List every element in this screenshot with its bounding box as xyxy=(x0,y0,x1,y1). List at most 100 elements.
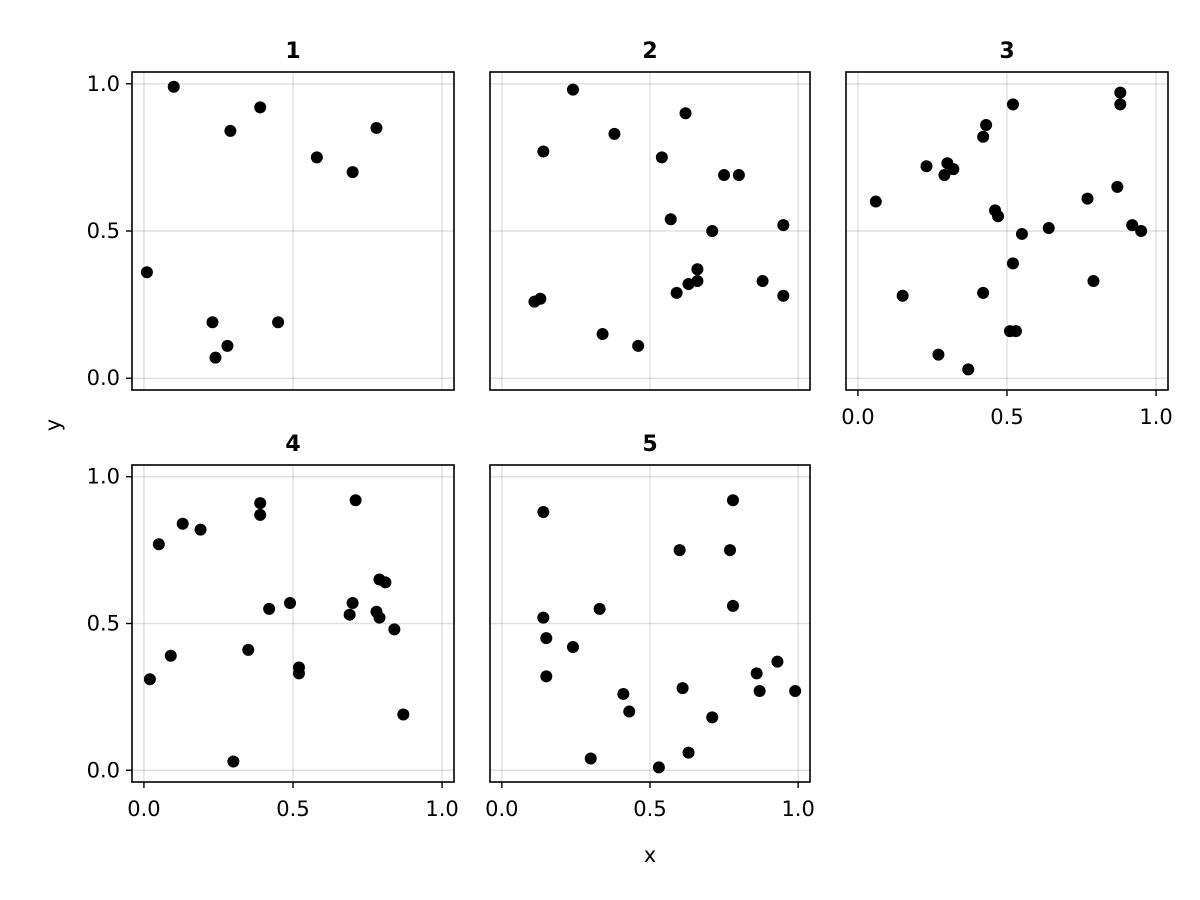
y-tick-label: 0.0 xyxy=(87,366,120,390)
scatter-point xyxy=(227,755,240,768)
y-axis-label: y xyxy=(41,419,65,431)
scatter-point xyxy=(869,195,882,208)
scatter-point xyxy=(1135,225,1148,237)
scatter-point xyxy=(1114,86,1127,99)
scatter-point xyxy=(980,119,993,131)
scatter-point xyxy=(209,351,222,364)
scatter-point xyxy=(206,316,219,329)
scatter-point xyxy=(670,286,683,299)
scatter-point xyxy=(566,83,579,96)
scatter-point xyxy=(537,145,550,158)
scatter-point xyxy=(540,632,553,645)
scatter-point xyxy=(1006,257,1019,270)
scatter-point xyxy=(224,124,237,137)
scatter-point xyxy=(254,101,267,114)
panel-title: 2 xyxy=(642,39,657,64)
scatter-point xyxy=(777,289,790,302)
scatter-point xyxy=(596,328,609,341)
scatter-point xyxy=(679,107,692,120)
scatter-point xyxy=(1111,180,1124,193)
y-tick-label: 0.5 xyxy=(87,219,120,243)
panel-frame xyxy=(489,71,811,391)
x-tick-label: 0.0 xyxy=(127,797,160,821)
scatter-point xyxy=(1087,275,1100,288)
scatter-point xyxy=(932,348,945,361)
scatter-point xyxy=(977,286,990,299)
x-tick-label: 0.5 xyxy=(990,405,1023,429)
panel-4: 4 0.0 0.5 1.0 0.0 0.5 1.0 xyxy=(87,432,459,821)
panel-title: 4 xyxy=(285,432,300,457)
scatter-point xyxy=(608,127,621,140)
scatter-point xyxy=(789,685,802,698)
scatter-point xyxy=(732,169,745,182)
scatter-point xyxy=(540,670,553,683)
scatter-point xyxy=(1114,98,1127,111)
scatter-point xyxy=(1042,222,1055,235)
scatter-point xyxy=(379,576,392,589)
scatter-point xyxy=(284,596,297,609)
scatter-point xyxy=(920,160,933,173)
scatter-point xyxy=(254,508,267,521)
scatter-point xyxy=(143,673,156,686)
scatter-point xyxy=(726,599,739,612)
scatter-point xyxy=(691,263,704,276)
scatter-point xyxy=(310,151,323,164)
scatter-point xyxy=(1006,98,1019,111)
scatter-point xyxy=(753,685,766,698)
scatter-point xyxy=(676,682,689,695)
scatter-point xyxy=(373,611,386,624)
scatter-point xyxy=(896,289,909,302)
scatter-point xyxy=(397,708,410,721)
scatter-point xyxy=(584,752,597,765)
panel-1: 1 0.0 0.5 1.0 xyxy=(87,39,455,391)
scatter-point xyxy=(140,266,153,279)
scatter-point xyxy=(566,640,579,653)
scatter-point xyxy=(947,163,960,176)
y-tick-label: 1.0 xyxy=(87,465,120,489)
scatter-point xyxy=(1081,192,1094,205)
scatter-point xyxy=(164,649,177,662)
scatter-point xyxy=(292,667,305,680)
scatter-point xyxy=(771,655,784,668)
scatter-point xyxy=(537,611,550,624)
scatter-point xyxy=(938,169,951,182)
panels-group: 1 0.0 0.5 1.0 2 3 0.0 0.5 1.0 4 0.0 0.5 1.0 0.0 0.5 1.0… xyxy=(87,39,1173,821)
scatter-point xyxy=(1126,219,1139,232)
scatter-point xyxy=(254,497,267,510)
scatter-point xyxy=(632,339,645,352)
scatter-point xyxy=(652,761,665,774)
scatter-point xyxy=(682,746,695,759)
x-tick-label: 0.0 xyxy=(485,797,518,821)
scatter-point xyxy=(528,295,541,308)
scatter-point xyxy=(1009,325,1022,338)
scatter-point xyxy=(346,166,359,179)
scatter-point xyxy=(370,121,383,134)
scatter-point xyxy=(349,494,362,507)
scatter-point xyxy=(777,219,790,232)
scatter-point xyxy=(617,687,630,700)
scatter-point xyxy=(706,225,719,237)
scatter-point xyxy=(152,538,165,551)
x-tick-label: 0.5 xyxy=(633,797,666,821)
panel-title: 5 xyxy=(642,432,657,457)
x-tick-label: 1.0 xyxy=(1139,405,1172,429)
scatter-point xyxy=(691,275,704,288)
scatter-point xyxy=(343,608,356,621)
scatter-point xyxy=(1015,227,1028,240)
y-tick-label: 0.0 xyxy=(87,758,120,782)
scatter-point xyxy=(593,602,606,615)
scatter-point xyxy=(718,169,731,182)
scatter-point xyxy=(242,643,255,656)
scatter-point xyxy=(706,711,719,724)
panel-5: 5 0.0 0.5 1.0 xyxy=(485,432,815,821)
y-tick-label: 1.0 xyxy=(87,72,120,96)
scatter-point xyxy=(655,151,668,164)
y-tick-label: 0.5 xyxy=(87,612,120,636)
scatter-point xyxy=(962,363,975,376)
panel-title: 1 xyxy=(285,39,300,64)
x-tick-label: 1.0 xyxy=(425,797,458,821)
scatter-point xyxy=(750,667,763,680)
panel-title: 3 xyxy=(999,39,1014,64)
scatter-point xyxy=(724,544,736,557)
